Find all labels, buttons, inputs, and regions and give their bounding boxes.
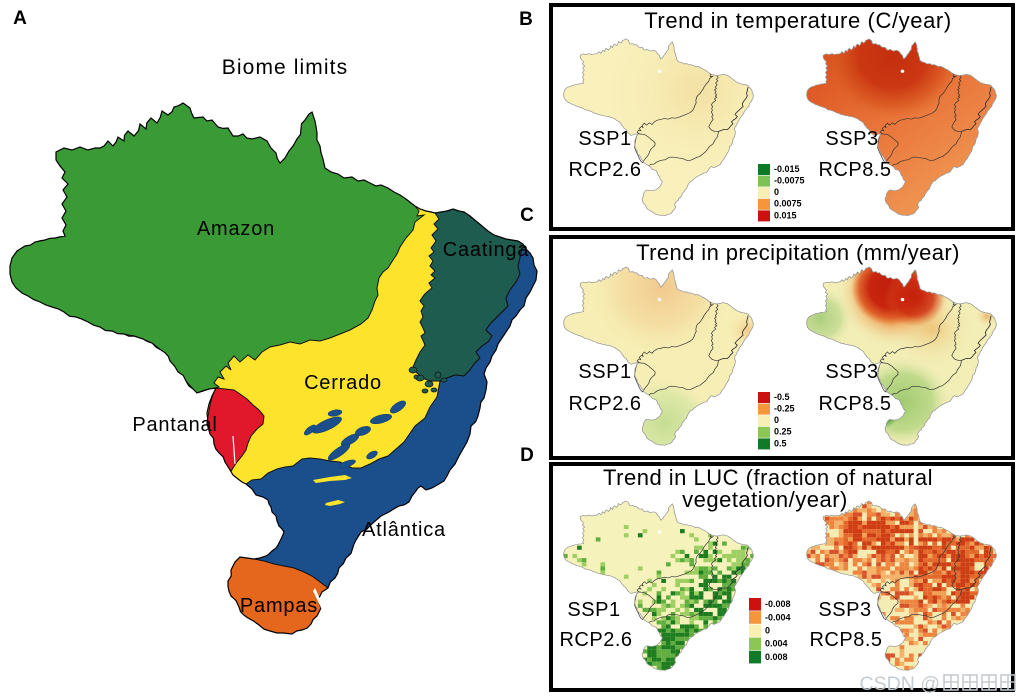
svg-text:vegetation/year): vegetation/year) bbox=[682, 487, 848, 512]
svg-text:-0.25: -0.25 bbox=[774, 404, 795, 414]
svg-text:RCP8.5: RCP8.5 bbox=[818, 159, 891, 181]
svg-text:0: 0 bbox=[765, 626, 770, 636]
svg-text:Pantanal: Pantanal bbox=[132, 414, 217, 436]
svg-text:Trend in temperature (C/year): Trend in temperature (C/year) bbox=[644, 8, 952, 33]
svg-text:0: 0 bbox=[774, 187, 779, 197]
svg-text:Amazon: Amazon bbox=[197, 218, 275, 240]
svg-text:A: A bbox=[13, 8, 27, 29]
svg-text:-0.015: -0.015 bbox=[774, 164, 800, 174]
svg-text:C: C bbox=[520, 205, 534, 226]
svg-text:0.5: 0.5 bbox=[774, 438, 787, 448]
svg-text:Caatinga: Caatinga bbox=[443, 239, 530, 261]
svg-text:-0.008: -0.008 bbox=[765, 599, 791, 609]
svg-text:Pampas: Pampas bbox=[240, 595, 318, 617]
svg-text:B: B bbox=[519, 9, 533, 30]
svg-text:RCP2.6: RCP2.6 bbox=[568, 159, 641, 181]
svg-text:Cerrado: Cerrado bbox=[304, 372, 382, 394]
svg-text:-0.0075: -0.0075 bbox=[774, 176, 805, 186]
svg-text:Atlântica: Atlântica bbox=[362, 519, 446, 541]
svg-text:0.25: 0.25 bbox=[774, 427, 792, 437]
svg-text:Trend in precipitation (mm/yea: Trend in precipitation (mm/year) bbox=[636, 240, 960, 265]
svg-text:RCP2.6: RCP2.6 bbox=[559, 629, 632, 651]
svg-text:RCP8.5: RCP8.5 bbox=[818, 393, 891, 415]
svg-text:0.0075: 0.0075 bbox=[774, 199, 802, 209]
svg-text:Trend in LUC (fraction of natu: Trend in LUC (fraction of natural bbox=[603, 465, 933, 490]
svg-text:D: D bbox=[520, 445, 534, 466]
svg-text:0.015: 0.015 bbox=[774, 210, 797, 220]
svg-text:SSP1: SSP1 bbox=[567, 599, 620, 621]
svg-text:0.004: 0.004 bbox=[765, 639, 788, 649]
svg-text:SSP1: SSP1 bbox=[578, 128, 631, 150]
svg-text:RCP8.5: RCP8.5 bbox=[809, 629, 882, 651]
svg-text:SSP3: SSP3 bbox=[825, 128, 878, 150]
svg-text:-0.5: -0.5 bbox=[774, 392, 790, 402]
svg-text:SSP1: SSP1 bbox=[578, 361, 631, 383]
svg-text:-0.004: -0.004 bbox=[765, 612, 791, 622]
svg-text:SSP3: SSP3 bbox=[825, 361, 878, 383]
svg-text:0.008: 0.008 bbox=[765, 652, 788, 662]
svg-text:CSDN @: CSDN @ bbox=[860, 673, 940, 695]
svg-text:Biome limits: Biome limits bbox=[222, 56, 348, 79]
svg-text:0: 0 bbox=[774, 415, 779, 425]
svg-text:RCP2.6: RCP2.6 bbox=[568, 393, 641, 415]
svg-text:SSP3: SSP3 bbox=[818, 599, 871, 621]
